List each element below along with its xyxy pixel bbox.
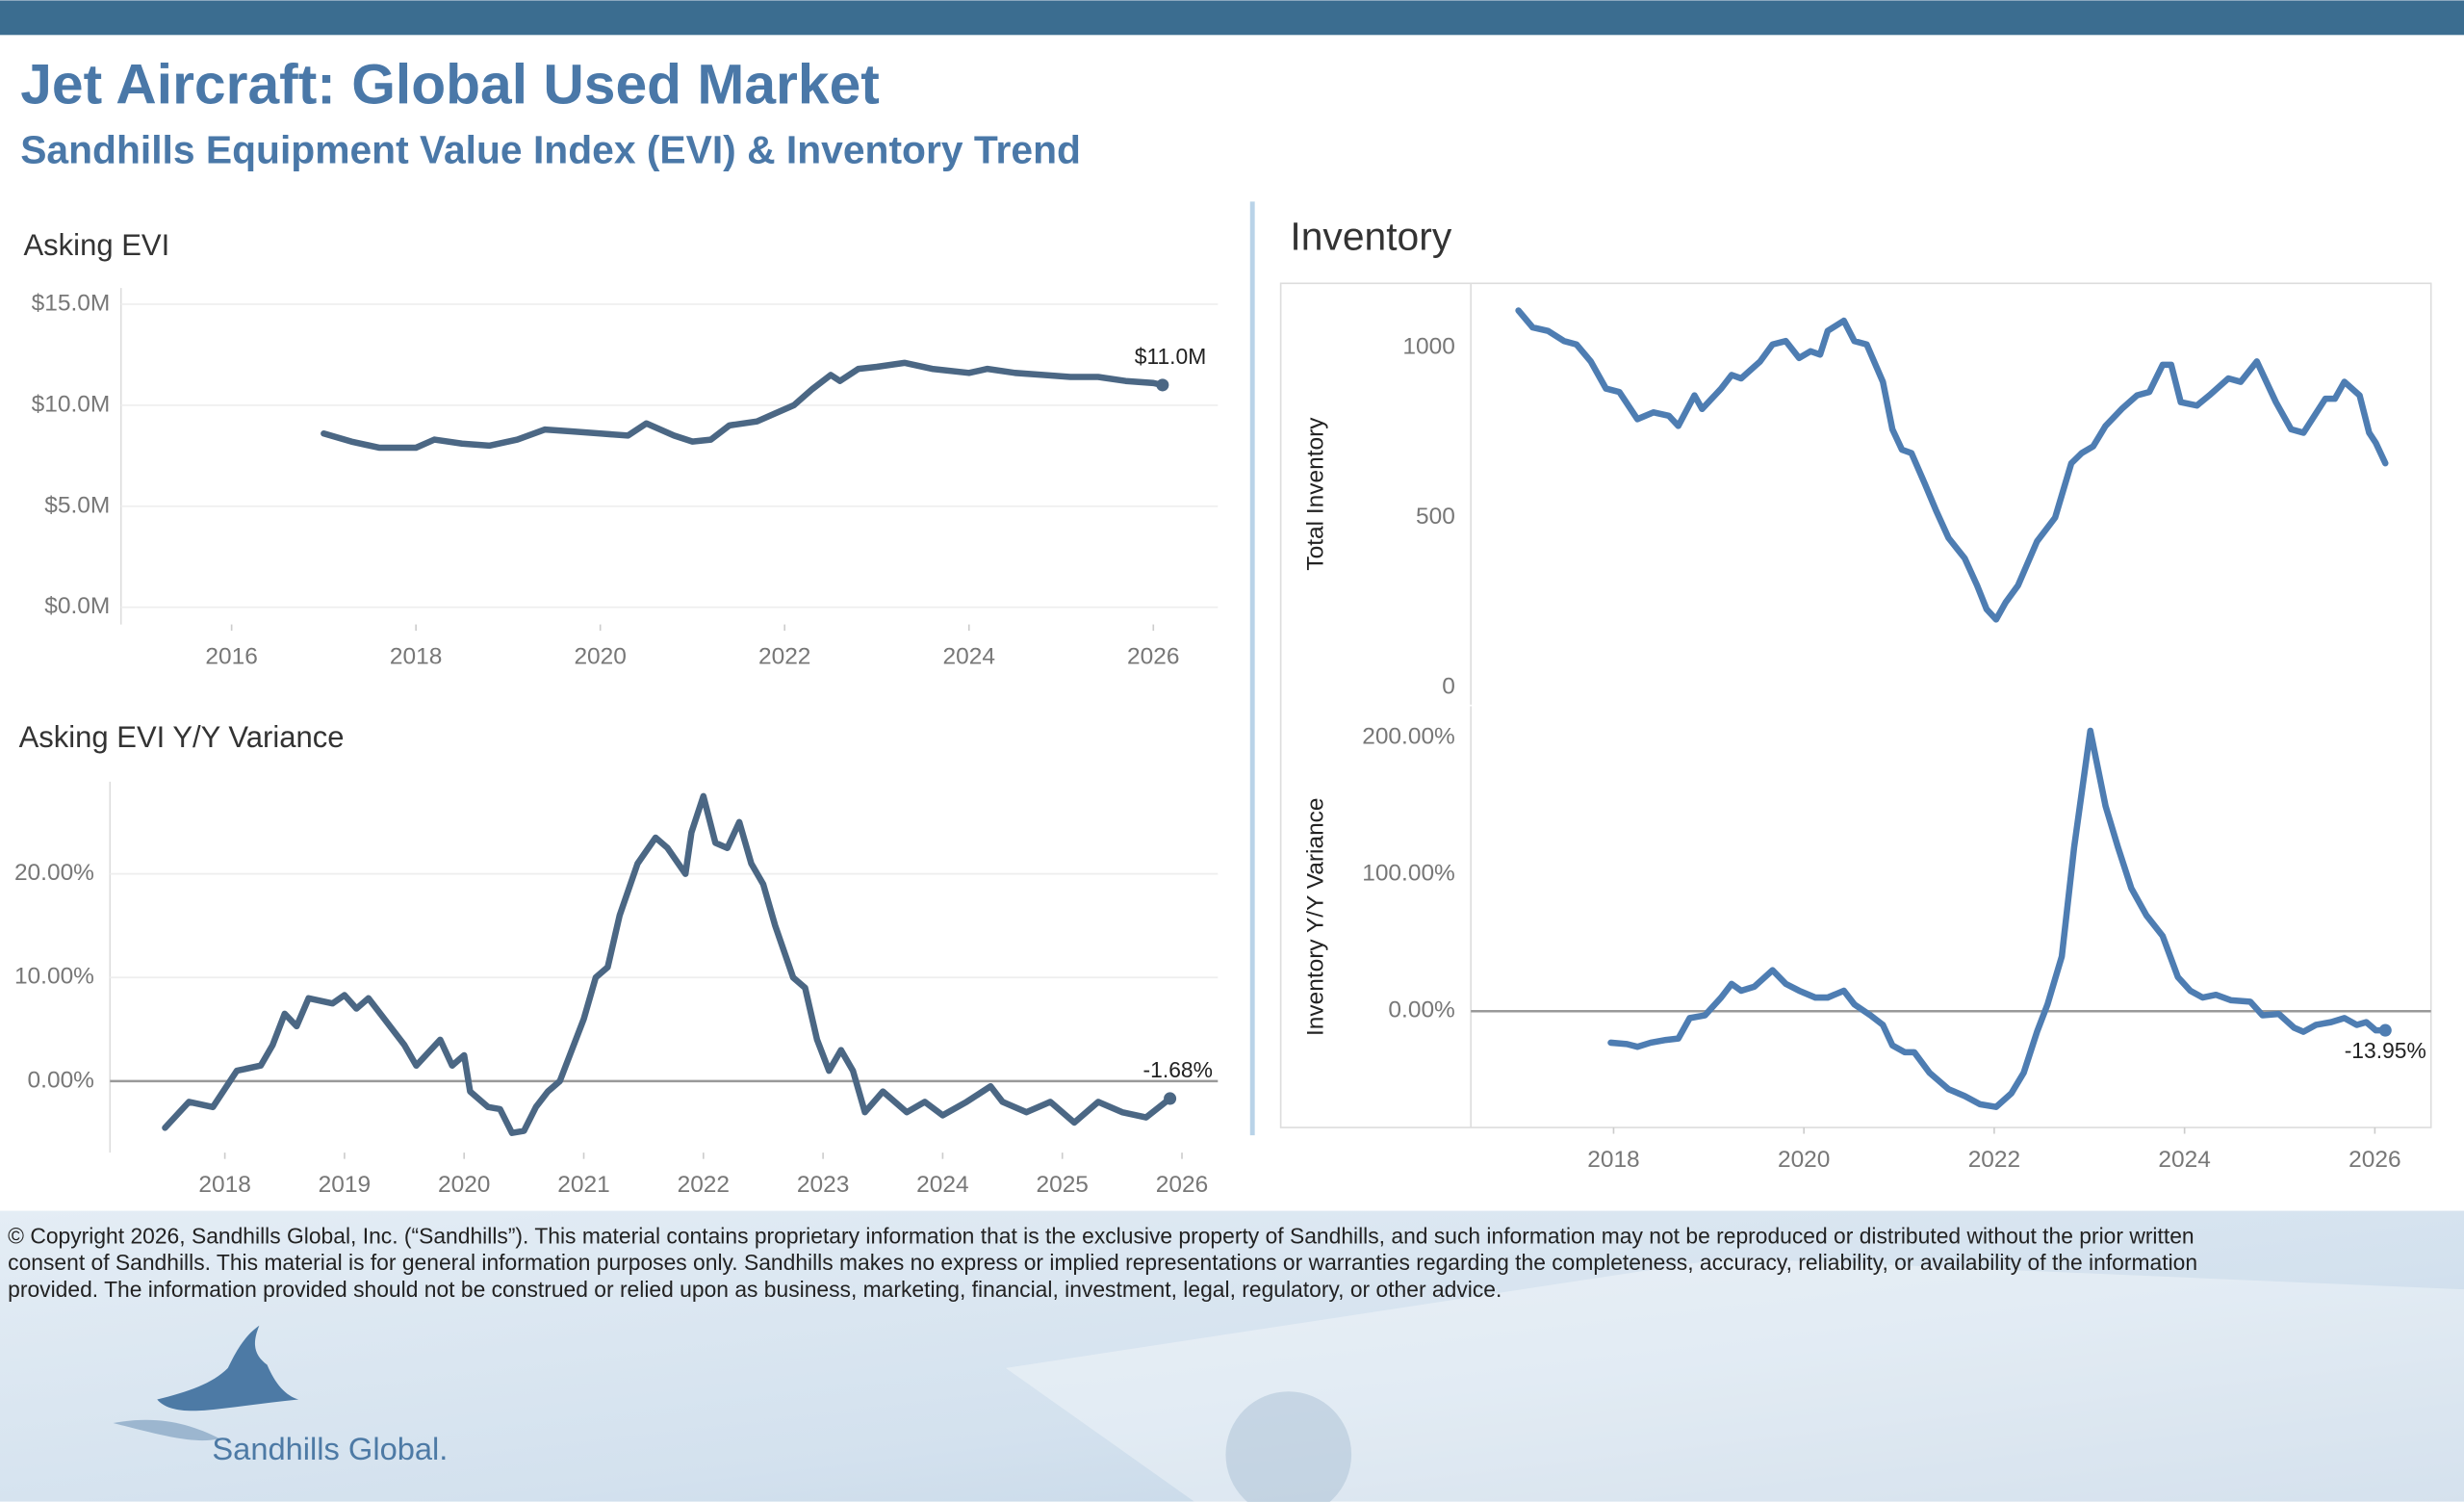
charts: Asking EVI $0.0M $5.0M $10.0M $15.0M 2016 2018… <box>14 214 2431 1198</box>
top-bar <box>0 0 2464 36</box>
copyright: © Copyright 2026, Sandhills Global, Inc.… <box>8 1223 2194 1248</box>
end-point <box>1164 1092 1177 1105</box>
x-tick-label: 2024 <box>916 1172 968 1198</box>
copyright: provided. The information provided shoul… <box>8 1277 1502 1302</box>
y-tick-label: $0.0M <box>44 593 110 619</box>
chart-title: Asking EVI Y/Y Variance <box>19 720 345 754</box>
x-tick-label: 2022 <box>1968 1147 2020 1173</box>
x-tick-label: 2020 <box>438 1172 490 1198</box>
y-tick-label: 0.00% <box>1388 997 1454 1023</box>
page-title: Jet Aircraft: Global Used Market <box>20 53 880 116</box>
x-tick-label: 2022 <box>758 643 810 669</box>
x-tick-label: 2016 <box>205 643 257 669</box>
copyright: consent of Sandhills. This material is f… <box>8 1250 2197 1275</box>
inventory-frame <box>1279 282 2432 1128</box>
y-tick-label: $10.0M <box>32 391 111 417</box>
y-tick-label: 100.00% <box>1362 861 1455 887</box>
x-tick-label: 2023 <box>797 1172 849 1198</box>
x-tick-label: 2018 <box>198 1172 250 1198</box>
logo-wing <box>113 1419 220 1441</box>
end-label: -1.68% <box>1143 1057 1213 1082</box>
y-tick-label: 0.00% <box>28 1067 94 1093</box>
x-tick-label: 2020 <box>574 643 626 669</box>
plane-shape <box>1005 1257 2464 1502</box>
chart-title: Inventory <box>1290 214 1451 258</box>
x-tick-label: 2026 <box>1127 643 1179 669</box>
x-tick-label: 2024 <box>2158 1147 2210 1173</box>
y-tick-label: $5.0M <box>44 492 110 518</box>
y-axis-label: Total Inventory <box>1303 417 1329 571</box>
x-tick-label: 2020 <box>1778 1147 1830 1173</box>
page-subtitle: Sandhills Equipment Value Index (EVI) & … <box>20 128 1081 172</box>
end-label: -13.95% <box>2345 1038 2426 1063</box>
line <box>1515 307 2389 623</box>
logo-bird <box>157 1325 299 1411</box>
y-tick-label: 1000 <box>1402 334 1454 360</box>
x-tick-label: 2018 <box>1587 1147 1639 1173</box>
y-tick-label: 500 <box>1416 504 1455 530</box>
plane-engine <box>1225 1391 1352 1502</box>
x-tick-label: 2022 <box>678 1172 730 1198</box>
x-tick-label: 2026 <box>2348 1147 2400 1173</box>
end-label: $11.0M <box>1135 344 1207 369</box>
y-axis-label: Inventory Y/Y Variance <box>1303 797 1329 1036</box>
x-tick-label: 2024 <box>943 643 995 669</box>
x-tick-label: 2018 <box>390 643 442 669</box>
y-tick-label: 200.00% <box>1362 724 1455 750</box>
end-point <box>1156 378 1169 392</box>
x-tick-label: 2026 <box>1156 1172 1208 1198</box>
y-tick-label: $15.0M <box>32 290 111 316</box>
end-point <box>2378 1023 2392 1037</box>
line <box>321 359 1167 452</box>
chart-title: Asking EVI <box>23 228 169 262</box>
y-tick-label: 20.00% <box>14 860 94 886</box>
line <box>1607 727 2389 1110</box>
x-tick-label: 2019 <box>319 1172 371 1198</box>
x-tick-label: 2021 <box>557 1172 609 1198</box>
line <box>162 792 1173 1136</box>
logo-text: Sandhills Global. <box>212 1431 448 1466</box>
y-tick-label: 0 <box>1442 673 1455 699</box>
y-tick-label: 10.00% <box>14 964 94 990</box>
x-tick-label: 2025 <box>1036 1172 1088 1198</box>
